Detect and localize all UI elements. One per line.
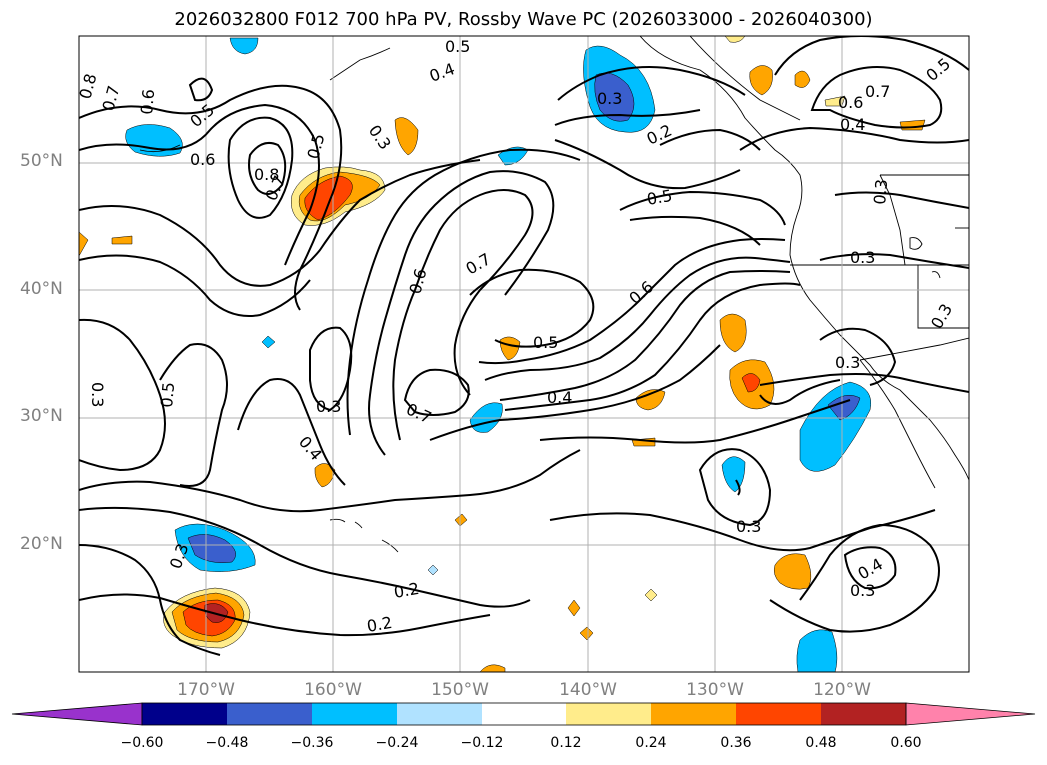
coastlines — [139, 36, 969, 553]
negative-anomaly-tiny2 — [427, 564, 439, 576]
contour-label: 0.3 — [736, 517, 761, 536]
contour-label: 0.5 — [445, 37, 470, 56]
positive-anomaly-bottom — [479, 664, 506, 672]
positive-anomaly-small-c — [579, 626, 594, 641]
colorbar-segment — [142, 703, 227, 725]
positive-anomaly-canada2 — [794, 70, 811, 88]
positive-anomaly-edge — [79, 231, 89, 257]
positive-anomaly-mid2 — [635, 389, 666, 411]
colorbar-tick-label: −0.36 — [290, 735, 334, 751]
colorbar — [11, 702, 1036, 726]
map-panel: 0.5 0.4 0.8 0.7 0.6 0.5 0.3 0.5 0.6 0.8 … — [76, 36, 969, 672]
colorbar-segment — [227, 703, 312, 725]
lon-tick-label: 150°W — [431, 680, 489, 700]
positive-anomaly-small-d — [644, 588, 658, 602]
contour-label: 0.3 — [850, 581, 875, 600]
colorbar-frame — [141, 702, 907, 726]
lon-tick-label: 130°W — [686, 680, 744, 700]
negative-anomaly-south — [796, 629, 838, 672]
colorbar-segment — [312, 703, 397, 725]
negative-anomaly-hawaii-east — [721, 456, 746, 493]
colorbar-left-extension — [11, 702, 143, 726]
lat-tick-label: 20°N — [20, 534, 63, 554]
contour-label: 0.5 — [533, 333, 558, 352]
contour-label: 0.2 — [365, 613, 393, 636]
positive-anomaly-hawaii — [314, 463, 336, 488]
positive-anomaly-canada1 — [749, 65, 773, 96]
colorbar-tick-label: −0.60 — [120, 735, 164, 751]
positive-anomaly-mid1 — [499, 336, 521, 361]
lon-tick-label: 140°W — [559, 680, 617, 700]
colorbar-tick-label: 0.36 — [720, 735, 752, 751]
negative-anomaly-tiny — [261, 335, 276, 349]
contour-label: 0.6 — [137, 88, 158, 115]
colorbar-tick-label: 0.48 — [805, 735, 837, 751]
contour-label: 0.2 — [392, 579, 420, 602]
negative-anomaly-top — [229, 37, 259, 55]
negative-anomaly-alaska — [583, 45, 656, 133]
colorbar-segment — [651, 703, 736, 725]
lon-tick-label: 160°W — [304, 680, 362, 700]
contour-label: 0.5 — [157, 381, 178, 408]
contour-label: 0.3 — [316, 397, 341, 416]
colorbar-tick-label: 0.60 — [890, 735, 922, 751]
lon-tick-label: 170°W — [177, 680, 235, 700]
contour-label: 0.6 — [190, 150, 215, 169]
contour-label: 0.3 — [850, 248, 875, 267]
lat-tick-label: 50°N — [20, 151, 63, 171]
colorbar-tick-label: −0.24 — [375, 735, 419, 751]
lon-tick-label: 120°W — [813, 680, 871, 700]
colorbar-segment — [482, 703, 566, 725]
lat-tick-label: 40°N — [20, 279, 63, 299]
contour-label: 0.3 — [597, 89, 622, 108]
map-frame — [78, 35, 970, 673]
pv-contours — [79, 36, 969, 656]
map-title: 2026032800 F012 700 hPa PV, Rossby Wave … — [174, 9, 873, 30]
contour-label: 0.4 — [547, 388, 572, 407]
contour-label: 0.6 — [838, 93, 863, 112]
contour-label: 0.3 — [88, 382, 107, 407]
contour-label: 0.8 — [254, 165, 279, 184]
colorbar-right-extension — [905, 702, 1036, 726]
colorbar-segment — [821, 703, 906, 725]
contour-label: 0.3 — [870, 178, 891, 205]
contour-label: 0.8 — [76, 72, 101, 102]
colorbar-segment — [566, 703, 651, 725]
positive-anomaly-tiny1 — [111, 235, 133, 245]
colorbar-segment — [397, 703, 482, 725]
colorbar-tick-label: −0.12 — [460, 735, 504, 751]
positive-anomaly-canada4 — [899, 119, 926, 131]
positive-anomaly-ne — [394, 117, 419, 156]
colorbar-tick-label: −0.48 — [205, 735, 249, 751]
colorbar-segment — [736, 703, 821, 725]
contour-label: 0.4 — [840, 115, 865, 134]
contour-label: 0.7 — [865, 82, 890, 101]
colorbar-tick-label: 0.12 — [550, 735, 582, 751]
lat-tick-label: 30°N — [20, 406, 63, 426]
positive-anomaly-small-b — [567, 599, 581, 617]
contour-label: 0.5 — [645, 186, 673, 209]
positive-anomaly-california-west — [719, 313, 775, 410]
contour-label: 0.3 — [835, 353, 860, 372]
negative-anomaly-west — [174, 523, 256, 572]
colorbar-tick-label: 0.24 — [635, 735, 667, 751]
